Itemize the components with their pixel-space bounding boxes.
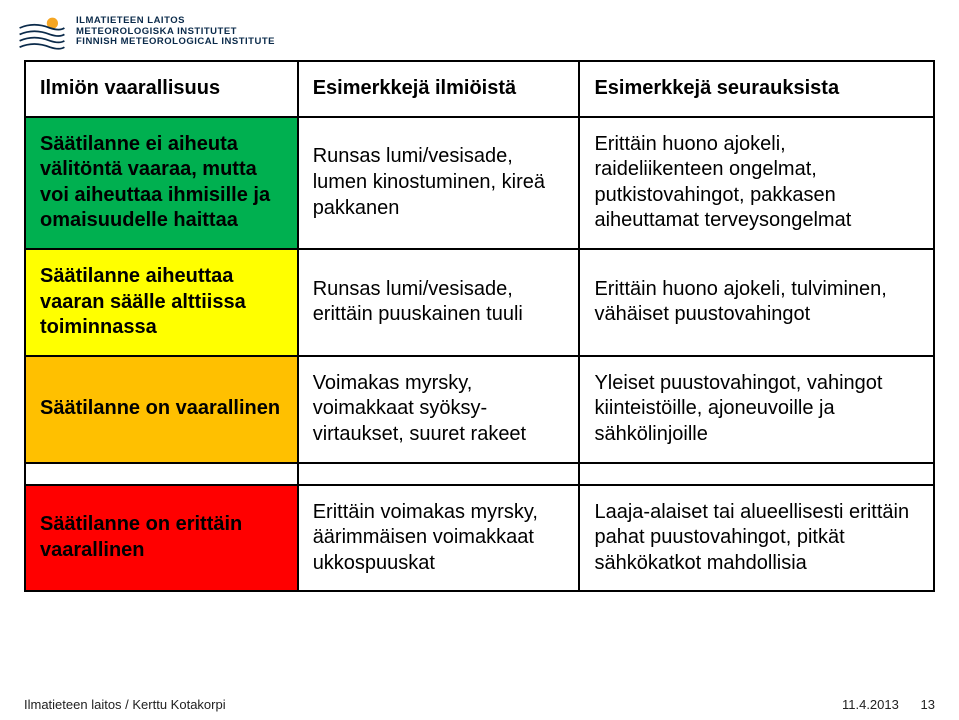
org-name-fi: ILMATIETEEN LAITOS xyxy=(76,16,275,27)
table-row: Säätilanne on vaarallinen Voimakas myrsk… xyxy=(25,356,934,463)
example-cell: Runsas lumi/vesisade, lumen kinostuminen… xyxy=(298,117,580,249)
slide-header: ILMATIETEEN LAITOS METEOROLOGISKA INSTIT… xyxy=(0,0,959,60)
example-cell: Erittäin voimakas myrsky, äärimmäisen vo… xyxy=(298,485,580,592)
example-cell: Runsas lumi/vesisade, erittäin puuskaine… xyxy=(298,249,580,356)
footer-author: Ilmatieteen laitos / Kerttu Kotakorpi xyxy=(24,697,226,712)
consequence-cell: Yleiset puustovahingot, vahingot kiintei… xyxy=(579,356,934,463)
table-row: Säätilanne on erittäin vaarallinen Eritt… xyxy=(25,485,934,592)
slide-footer: Ilmatieteen laitos / Kerttu Kotakorpi 11… xyxy=(24,697,935,712)
severity-cell-green: Säätilanne ei aiheuta välitöntä vaaraa, … xyxy=(25,117,298,249)
consequence-cell: Laaja-alaiset tai alueellisesti erittäin… xyxy=(579,485,934,592)
severity-cell-yellow: Säätilanne aiheuttaa vaaran säälle altti… xyxy=(25,249,298,356)
consequence-cell: Erittäin huono ajokeli, tulviminen, vähä… xyxy=(579,249,934,356)
footer-right: 11.4.2013 13 xyxy=(842,697,935,712)
hazard-table-wrap: Ilmiön vaarallisuus Esimerkkejä ilmiöist… xyxy=(0,60,959,592)
table-row: Säätilanne ei aiheuta välitöntä vaaraa, … xyxy=(25,117,934,249)
table-header-row: Ilmiön vaarallisuus Esimerkkejä ilmiöist… xyxy=(25,61,934,117)
severity-cell-orange: Säätilanne on vaarallinen xyxy=(25,356,298,463)
table-row: Säätilanne aiheuttaa vaaran säälle altti… xyxy=(25,249,934,356)
consequence-cell: Erittäin huono ajokeli, raideliikenteen … xyxy=(579,117,934,249)
example-cell: Voimakas myrsky, voimakkaat syöksy­virta… xyxy=(298,356,580,463)
org-name-block: ILMATIETEEN LAITOS METEOROLOGISKA INSTIT… xyxy=(76,16,275,49)
table-gap-row xyxy=(25,463,934,485)
col-header-severity: Ilmiön vaarallisuus xyxy=(25,61,298,117)
footer-page: 13 xyxy=(921,697,935,712)
col-header-consequences: Esimerkkejä seurauksista xyxy=(579,61,934,117)
hazard-table: Ilmiön vaarallisuus Esimerkkejä ilmiöist… xyxy=(24,60,935,592)
footer-date: 11.4.2013 xyxy=(842,697,899,712)
fmi-logo-icon xyxy=(18,10,66,54)
col-header-examples: Esimerkkejä ilmiöistä xyxy=(298,61,580,117)
org-name-en: FINNISH METEOROLOGICAL INSTITUTE xyxy=(76,37,275,48)
severity-cell-red: Säätilanne on erittäin vaarallinen xyxy=(25,485,298,592)
